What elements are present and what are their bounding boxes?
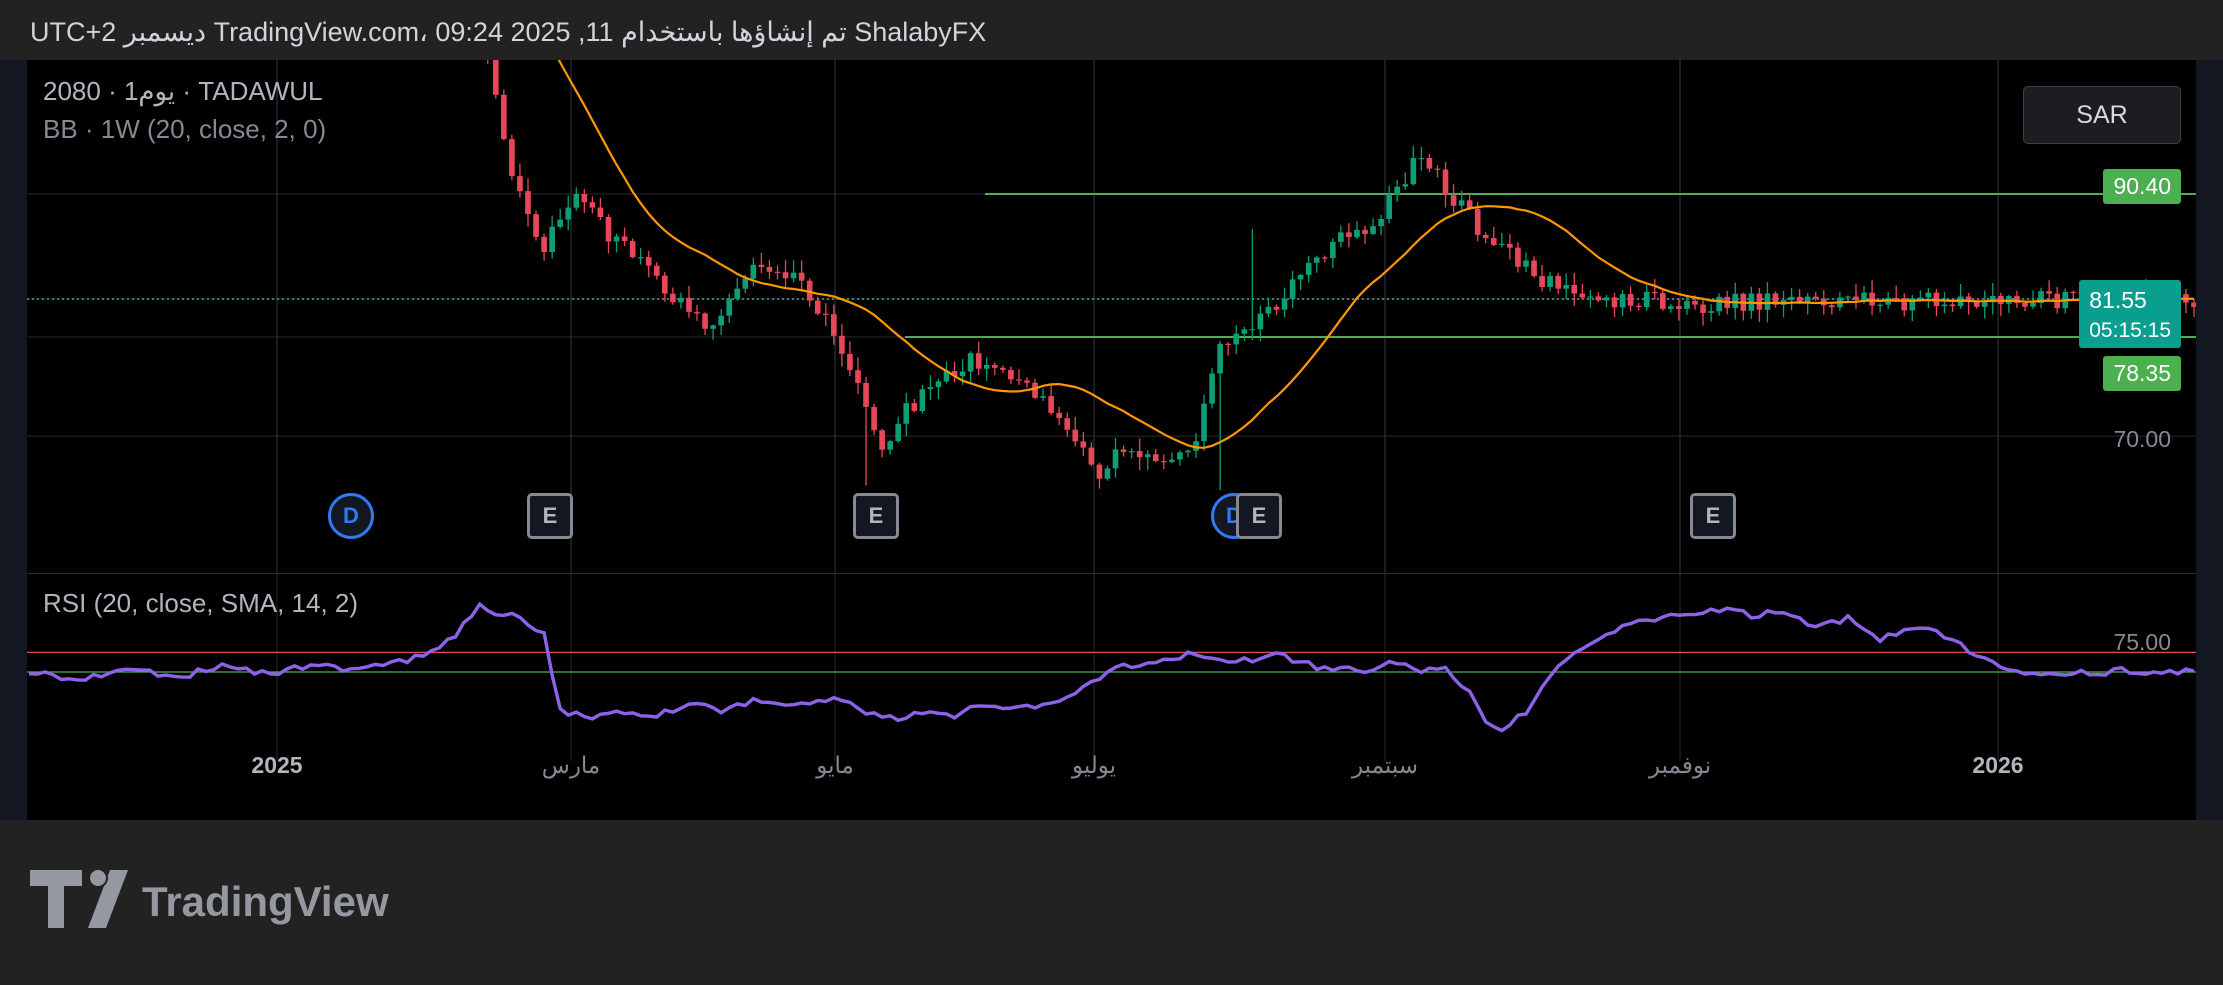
svg-text:TradingView: TradingView [142,878,389,925]
